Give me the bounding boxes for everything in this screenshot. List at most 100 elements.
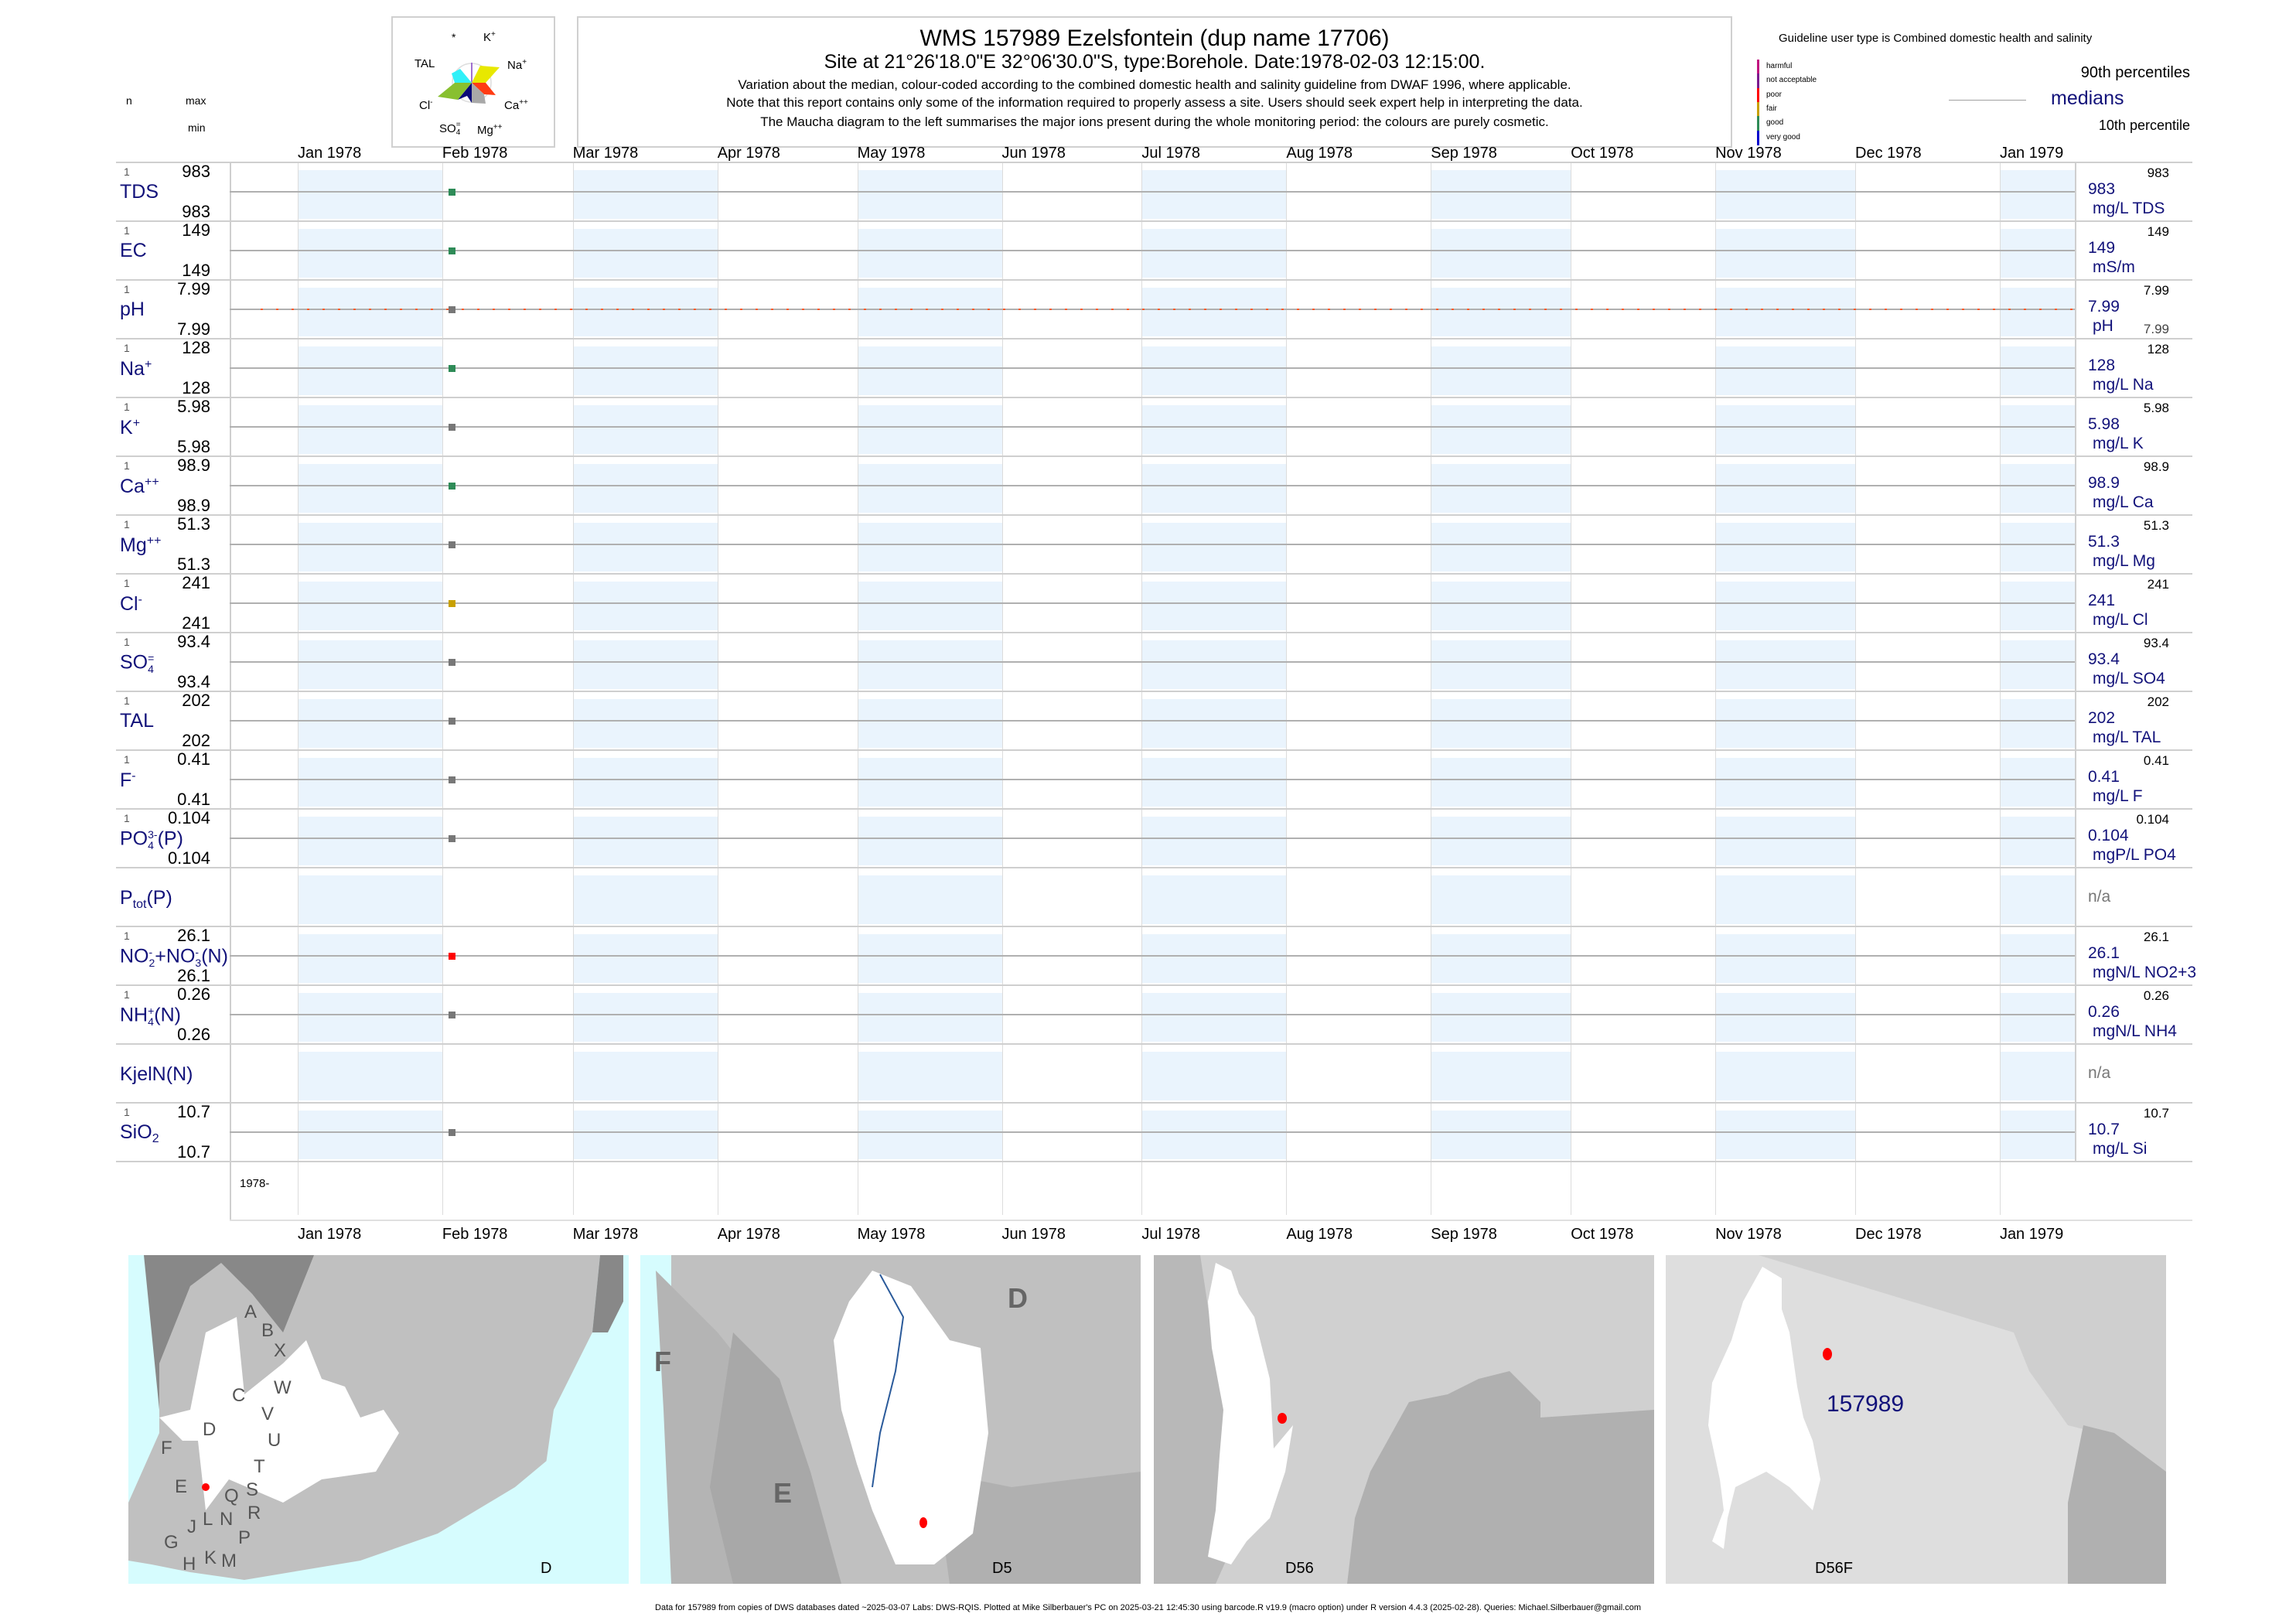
month-band xyxy=(1431,993,1571,1042)
data-point-tal xyxy=(448,718,455,725)
right-max-value: 983 xyxy=(2147,165,2169,180)
parameter-label-k: K+ xyxy=(120,418,140,438)
data-point-so4 xyxy=(448,659,455,666)
label-part: EC xyxy=(120,240,147,261)
month-band xyxy=(1999,582,2075,630)
max-value: 202 xyxy=(182,691,210,710)
right-max-value: 26.1 xyxy=(2143,930,2169,944)
month-band xyxy=(298,640,442,689)
month-band xyxy=(572,934,718,983)
sample-count: 1 xyxy=(124,401,130,413)
label-part: - xyxy=(138,593,142,606)
max-value: 26.1 xyxy=(177,926,210,945)
month-band xyxy=(1141,288,1287,336)
month-label-bottom: Mar 1978 xyxy=(572,1226,639,1243)
month-label-top: Sep 1978 xyxy=(1431,145,1497,162)
month-band xyxy=(298,758,442,807)
min-value: 0.26 xyxy=(177,1025,210,1044)
month-band xyxy=(1715,817,1855,865)
median-value: 983 xyxy=(2088,180,2116,198)
site-id-label: 157989 xyxy=(1827,1391,1905,1417)
month-band xyxy=(1141,229,1287,278)
sample-count: 1 xyxy=(124,988,130,1001)
label-part: (N) xyxy=(201,945,228,967)
month-band xyxy=(1715,170,1855,219)
month-band xyxy=(857,464,1002,513)
month-band xyxy=(1431,875,1571,924)
map-3-caption: D56 xyxy=(1285,1560,1314,1577)
legend-90th-percentiles: 90th percentiles xyxy=(2080,64,2190,81)
row-divider xyxy=(116,397,2192,398)
month-band xyxy=(857,758,1002,807)
median-line xyxy=(230,191,2075,193)
legend-label-not-acceptable: not acceptable xyxy=(1766,76,1817,85)
map-4-drawing xyxy=(1708,1255,2166,1584)
month-band xyxy=(1715,582,1855,630)
row-divider xyxy=(116,632,2192,633)
data-point-mg xyxy=(448,541,455,548)
month-band xyxy=(857,170,1002,219)
median-line xyxy=(230,1014,2075,1015)
month-band xyxy=(857,1052,1002,1100)
legend-color-very-good xyxy=(1757,130,1759,145)
month-band xyxy=(1431,817,1571,865)
month-band xyxy=(1431,170,1571,219)
note-line-3: The Maucha diagram to the left summarise… xyxy=(760,114,1549,129)
month-band xyxy=(1715,875,1855,924)
legend-label-very-good: very good xyxy=(1766,132,1800,142)
label-part: TDS xyxy=(120,181,159,203)
month-band xyxy=(1715,640,1855,689)
month-gridline xyxy=(1999,162,2001,1215)
month-label-top: Apr 1978 xyxy=(717,145,780,162)
min-value: 0.104 xyxy=(167,848,210,868)
label-part: ++ xyxy=(144,476,159,489)
not-available-ptot: n/a xyxy=(2088,888,2111,906)
month-band xyxy=(1141,170,1287,219)
month-band xyxy=(572,464,718,513)
label-part-sub: 4 xyxy=(148,839,154,851)
min-value: 149 xyxy=(182,261,210,280)
month-band xyxy=(572,1111,718,1159)
sample-count: 1 xyxy=(124,224,130,237)
month-band xyxy=(298,523,442,571)
label-part: KjelN(N) xyxy=(120,1063,193,1085)
map-letter: J xyxy=(187,1517,196,1537)
month-band xyxy=(298,1111,442,1159)
label-part: P xyxy=(120,887,133,909)
median-value: 51.3 xyxy=(2088,533,2120,551)
sample-count: 1 xyxy=(124,283,130,295)
month-band xyxy=(572,993,718,1042)
month-band xyxy=(857,1111,1002,1159)
month-label-bottom: Jun 1978 xyxy=(1001,1226,1066,1243)
site-marker xyxy=(1278,1413,1287,1424)
month-band xyxy=(298,170,442,219)
column-header-max: max xyxy=(186,94,206,107)
month-band xyxy=(857,229,1002,278)
label-part: SO xyxy=(120,651,148,674)
legend-color-harmful xyxy=(1757,60,1759,74)
min-value: 51.3 xyxy=(177,554,210,574)
month-band xyxy=(1431,1052,1571,1100)
month-band xyxy=(1431,1111,1571,1159)
month-label-bottom: Nov 1978 xyxy=(1715,1226,1782,1243)
month-band xyxy=(1141,464,1287,513)
map-letter: D xyxy=(1008,1282,1028,1314)
month-label-bottom: Jan 1979 xyxy=(1999,1226,2064,1243)
maucha-label-cl: Cl- xyxy=(419,98,433,112)
min-value: 10.7 xyxy=(177,1142,210,1162)
median-line xyxy=(230,485,2075,486)
parameter-label-na: Na+ xyxy=(120,359,152,379)
month-gridline xyxy=(572,162,574,1215)
data-point-na xyxy=(448,365,455,372)
unit-label: mg/L Si xyxy=(2093,1140,2148,1158)
label-part: NH xyxy=(120,1004,148,1026)
month-band xyxy=(1431,523,1571,571)
data-point-po4 xyxy=(448,835,455,842)
right-max-value: 98.9 xyxy=(2143,459,2169,474)
maucha-na-sector xyxy=(472,66,500,83)
month-label-top: Jan 1979 xyxy=(1999,145,2064,162)
median-line xyxy=(230,661,2075,663)
month-label-bottom: Sep 1978 xyxy=(1431,1226,1497,1243)
right-min-value: 7.99 xyxy=(2143,322,2169,336)
month-band xyxy=(1715,405,1855,454)
